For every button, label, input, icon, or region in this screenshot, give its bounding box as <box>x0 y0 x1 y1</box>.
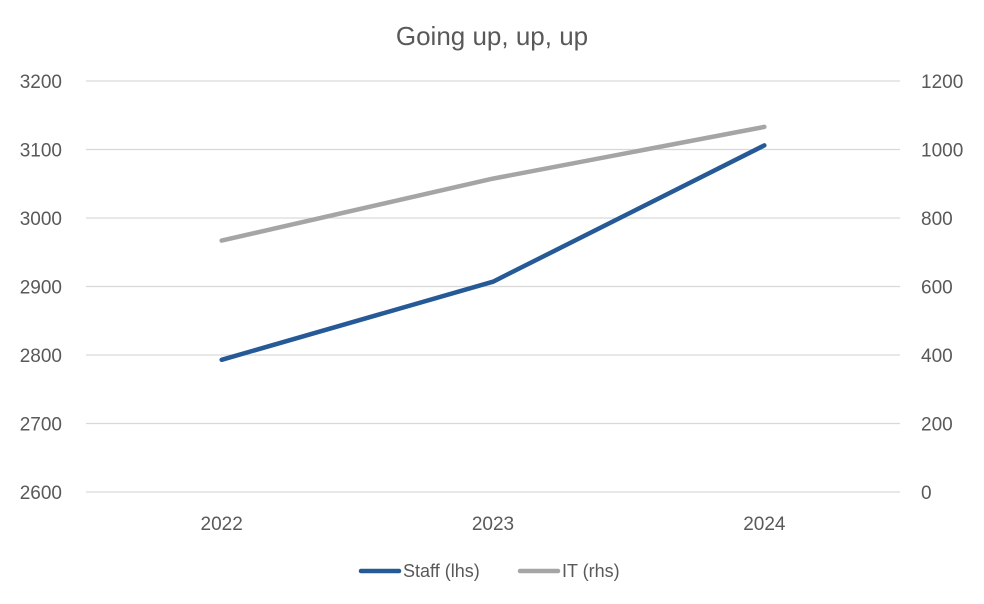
series-line-it-rhs <box>219 124 767 243</box>
right-tick-label: 400 <box>921 346 953 367</box>
right-y-axis: 0 200 400 600 800 1000 1200 <box>921 72 963 504</box>
right-tick-label: 600 <box>921 278 953 299</box>
chart-title: Going up, up, up <box>396 21 588 51</box>
left-tick-label: 3200 <box>20 72 62 93</box>
right-tick-label: 0 <box>921 483 932 504</box>
left-tick-label: 2800 <box>20 346 62 367</box>
gridlines <box>86 80 900 493</box>
x-tick-label: 2023 <box>472 514 514 535</box>
left-tick-label: 2900 <box>20 278 62 299</box>
legend-label: Staff (lhs) <box>403 561 480 581</box>
left-tick-label: 3100 <box>20 141 62 162</box>
legend: Staff (lhs) IT (rhs) <box>358 561 620 581</box>
left-y-axis: 2600 2700 2800 2900 3000 3100 3200 <box>20 72 62 504</box>
x-tick-label: 2022 <box>201 514 243 535</box>
left-tick-label: 2700 <box>20 415 62 436</box>
left-tick-label: 2600 <box>20 483 62 504</box>
right-tick-label: 200 <box>921 415 953 436</box>
x-tick-label: 2024 <box>743 514 786 535</box>
right-tick-label: 1000 <box>921 141 963 162</box>
legend-label: IT (rhs) <box>562 561 620 581</box>
series-lines <box>219 124 767 363</box>
series-line-staff-lhs <box>219 143 767 363</box>
right-tick-label: 1200 <box>921 72 963 93</box>
right-tick-label: 800 <box>921 209 953 230</box>
left-tick-label: 3000 <box>20 209 62 230</box>
x-axis: 2022 2023 2024 <box>201 514 786 535</box>
